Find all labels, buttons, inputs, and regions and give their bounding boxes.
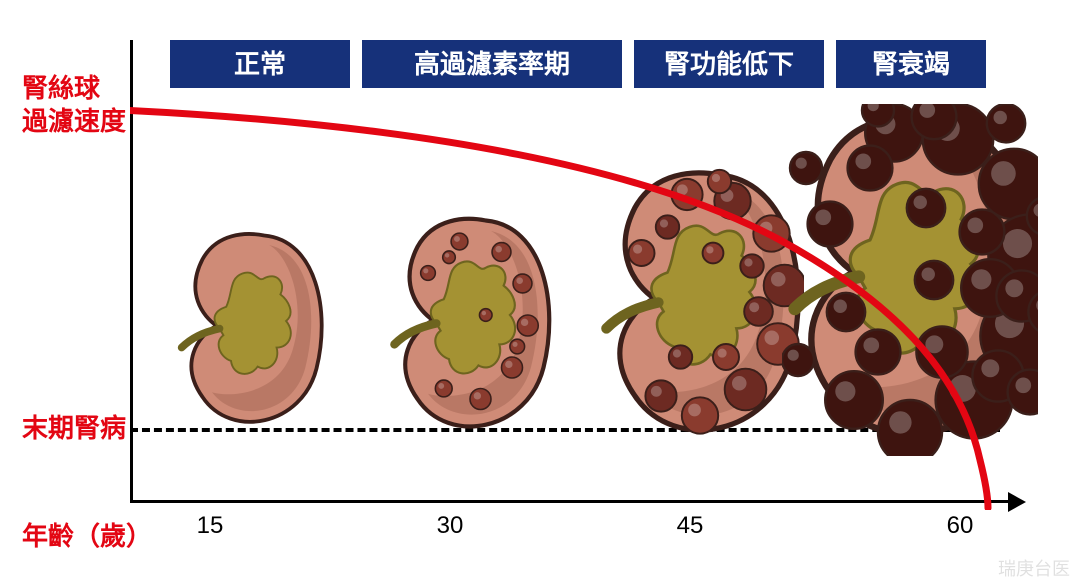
y-axis-label: 腎絲球 過濾速度 [22,72,126,137]
threshold-label: 末期腎病 [22,412,126,445]
kidney-hyperfiltration [386,210,554,446]
x-tick-60: 60 [930,512,990,540]
stage-box-0: 正常 [170,40,350,88]
kidney-decline [596,162,804,453]
y-axis-label-line2: 過濾速度 [22,106,126,136]
x-axis-arrow [1008,492,1026,512]
x-tick-45: 45 [660,512,720,540]
stage-box-3: 腎衰竭 [836,40,986,88]
y-axis-label-line1: 腎絲球 [22,73,100,103]
x-tick-15: 15 [180,512,240,540]
kidney-normal [174,226,326,440]
x-axis-label: 年齡（歲） [22,516,152,553]
watermark: 瑞庚台医 [998,555,1070,581]
kidney-failure [782,104,1038,461]
stage-box-1: 高過濾素率期 [362,40,622,88]
x-axis [130,500,1010,503]
x-tick-30: 30 [420,512,480,540]
stage-box-2: 腎功能低下 [634,40,824,88]
chart-area: 正常高過濾素率期腎功能低下腎衰竭 15304560 [130,40,1020,510]
